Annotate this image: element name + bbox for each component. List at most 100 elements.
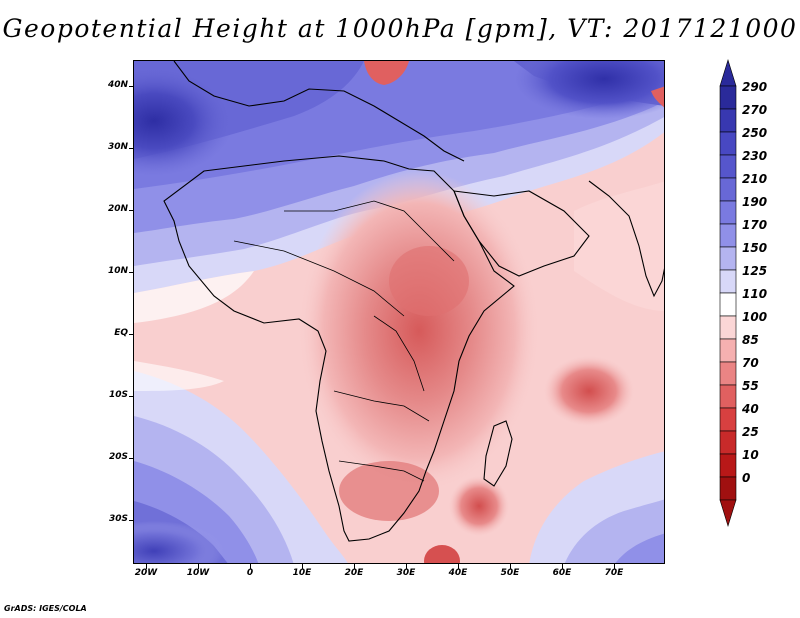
lon-label-60e: 60E bbox=[552, 568, 572, 578]
west-africa-borders bbox=[233, 240, 405, 317]
colorbar-label: 55 bbox=[742, 379, 759, 393]
colorbar-segment bbox=[719, 246, 737, 271]
low-south-africa bbox=[339, 461, 439, 521]
colorbar-label: 230 bbox=[742, 149, 768, 163]
lat-label-10s: 10S bbox=[108, 390, 128, 400]
lat-tick bbox=[129, 86, 134, 87]
colorbar-label: 150 bbox=[742, 241, 768, 255]
lon-label-10e: 10E bbox=[292, 568, 312, 578]
lon-tick bbox=[250, 564, 251, 569]
white-transition-west bbox=[134, 271, 254, 323]
lon-tick bbox=[614, 564, 615, 569]
lat-tick bbox=[129, 396, 134, 397]
madagascar-coastline bbox=[483, 420, 513, 487]
colorbar-label: 210 bbox=[742, 172, 768, 186]
high-northeast bbox=[514, 61, 664, 119]
colorbar-segment bbox=[719, 85, 737, 110]
colorbar-segment bbox=[719, 338, 737, 363]
south-east-band-170 bbox=[615, 533, 664, 563]
colorbar-label: 170 bbox=[742, 218, 768, 232]
colorbar-label: 250 bbox=[742, 126, 768, 140]
colorbar-label: 10 bbox=[742, 448, 759, 462]
low-ethiopia bbox=[389, 246, 469, 316]
white-transition-atlantic bbox=[134, 361, 224, 391]
high-south-atlantic bbox=[134, 521, 224, 563]
colorbar-segment bbox=[719, 361, 737, 386]
lon-label-70e: 70E bbox=[604, 568, 624, 578]
colorbar-label: 0 bbox=[742, 471, 751, 485]
lat-tick bbox=[129, 458, 134, 459]
geopotential-map bbox=[134, 61, 664, 563]
software-credit: GrADS: IGES/COLA bbox=[4, 604, 87, 613]
lon-label-20e: 20E bbox=[344, 568, 364, 578]
lon-tick bbox=[458, 564, 459, 569]
central-borders bbox=[333, 390, 430, 422]
lat-label-30n: 30N bbox=[107, 142, 128, 152]
lat-label-20s: 20S bbox=[108, 452, 128, 462]
colorbar-label: 100 bbox=[742, 310, 768, 324]
indian-ocean-tongue bbox=[574, 181, 664, 311]
sahel-borders bbox=[284, 200, 455, 262]
lon-tick bbox=[562, 564, 563, 569]
europe-coastline bbox=[173, 61, 465, 162]
colorbar-label: 270 bbox=[742, 103, 768, 117]
lat-tick bbox=[129, 334, 134, 335]
colorbar-label: 25 bbox=[742, 425, 759, 439]
lon-tick bbox=[354, 564, 355, 569]
lat-tick bbox=[129, 272, 134, 273]
lon-tick bbox=[302, 564, 303, 569]
colorbar-segment bbox=[719, 407, 737, 432]
colorbar-label: 110 bbox=[742, 287, 768, 301]
rift-borders bbox=[373, 315, 425, 392]
lon-tick bbox=[146, 564, 147, 569]
colorbar-segment bbox=[719, 154, 737, 179]
colorbar-segment bbox=[719, 315, 737, 340]
colorbar-segment bbox=[719, 269, 737, 294]
lat-tick bbox=[129, 520, 134, 521]
map-panel[interactable] bbox=[133, 60, 665, 564]
lon-label-50e: 50E bbox=[500, 568, 520, 578]
low-indian-ocean bbox=[544, 356, 634, 426]
colorbar-label: 290 bbox=[742, 80, 768, 94]
low-south-edge bbox=[424, 545, 460, 563]
colorbar-segment bbox=[719, 131, 737, 156]
colorbar-segment bbox=[719, 292, 737, 317]
lon-label-40e: 40E bbox=[448, 568, 468, 578]
colorbar-segment bbox=[719, 453, 737, 478]
arabia-coastline bbox=[453, 190, 590, 277]
colorbar-label: 125 bbox=[742, 264, 768, 278]
colorbar bbox=[719, 58, 737, 528]
lat-tick bbox=[129, 148, 134, 149]
lon-tick bbox=[510, 564, 511, 569]
colorbar-segment bbox=[719, 384, 737, 409]
colorbar-segment bbox=[719, 108, 737, 133]
lon-label-0: 0 bbox=[246, 568, 254, 578]
colorbar-segment bbox=[719, 430, 737, 455]
lat-label-40n: 40N bbox=[107, 80, 128, 90]
lat-label-20n: 20N bbox=[107, 204, 128, 214]
colorbar-label: 85 bbox=[742, 333, 759, 347]
low-north-patch bbox=[364, 61, 409, 85]
lat-label-10n: 10N bbox=[107, 266, 128, 276]
lon-tick bbox=[406, 564, 407, 569]
lon-tick bbox=[198, 564, 199, 569]
low-east-edge bbox=[651, 86, 664, 108]
colorbar-segment bbox=[719, 200, 737, 225]
colorbar-bottom-arrow bbox=[719, 499, 737, 528]
lon-label-10w: 10W bbox=[186, 568, 210, 578]
colorbar-segment bbox=[719, 177, 737, 202]
india-coastline bbox=[588, 180, 664, 298]
low-central-africa bbox=[299, 171, 539, 491]
colorbar-label: 190 bbox=[742, 195, 768, 209]
colorbar-segment bbox=[719, 476, 737, 501]
lat-label-eq: EQ bbox=[114, 328, 128, 338]
colorbar-label: 40 bbox=[742, 402, 759, 416]
low-mozambique bbox=[449, 476, 509, 536]
colorbar-label: 70 bbox=[742, 356, 759, 370]
lat-label-30s: 30S bbox=[108, 514, 128, 524]
lon-label-30e: 30E bbox=[396, 568, 416, 578]
colorbar-segment bbox=[719, 223, 737, 248]
map-title: Geopotential Height at 1000hPa [gpm], VT… bbox=[2, 14, 798, 43]
lon-label-20w: 20W bbox=[134, 568, 158, 578]
colorbar-top-arrow bbox=[719, 58, 737, 87]
